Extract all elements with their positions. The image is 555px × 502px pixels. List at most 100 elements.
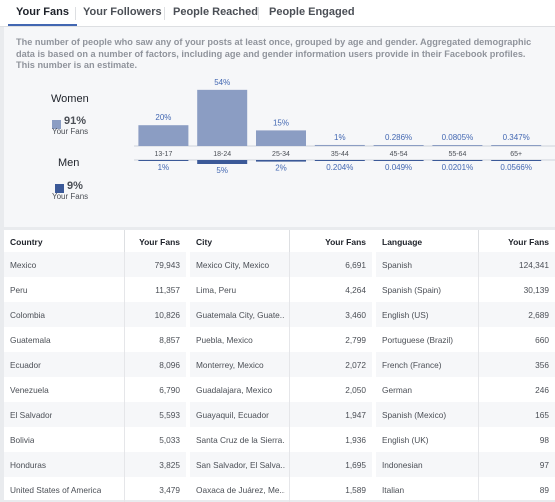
tab-people-engaged[interactable]: People Engaged bbox=[269, 6, 355, 18]
table-row: Guatemala 8,857 bbox=[4, 327, 186, 352]
row-fans-count: 2,799 bbox=[345, 335, 366, 345]
table-row: United States of America 3,479 bbox=[4, 477, 186, 502]
city-table: City Your Fans Mexico City, Mexico 6,691 L… bbox=[190, 230, 372, 502]
men-legend-swatch bbox=[55, 184, 64, 193]
row-fans-count: 6,691 bbox=[345, 260, 366, 270]
column-divider bbox=[478, 252, 479, 277]
row-name: Venezuela bbox=[10, 385, 49, 395]
table-row: Monterrey, Mexico 2,072 bbox=[190, 352, 372, 377]
row-fans-count: 8,096 bbox=[159, 360, 180, 370]
fans-header[interactable]: Your Fans bbox=[139, 237, 180, 247]
column-divider bbox=[478, 452, 479, 477]
row-fans-count: 124,341 bbox=[519, 260, 549, 270]
row-fans-count: 165 bbox=[535, 410, 549, 420]
tab-your-followers[interactable]: Your Followers bbox=[83, 6, 162, 18]
row-name: Mexico bbox=[10, 260, 37, 270]
row-fans-count: 10,826 bbox=[154, 310, 180, 320]
column-divider bbox=[124, 252, 125, 277]
column-divider bbox=[478, 277, 479, 302]
tab-your-fans[interactable]: Your Fans bbox=[8, 0, 77, 26]
fans-header[interactable]: Your Fans bbox=[325, 237, 366, 247]
description-text: The number of people who saw any of your… bbox=[16, 37, 532, 70]
table-row: Portuguese (Brazil) 660 bbox=[376, 327, 555, 352]
language-table: Language Your Fans Spanish 124,341 Spanish… bbox=[376, 230, 555, 502]
tab-bar: Your Fans Your Followers People Reached … bbox=[0, 0, 555, 27]
column-divider bbox=[478, 427, 479, 452]
city-header[interactable]: City bbox=[196, 237, 213, 247]
row-name: Lima, Peru bbox=[196, 285, 237, 295]
women-bar bbox=[197, 89, 248, 146]
age-tick-label: 13-17 bbox=[154, 151, 172, 158]
row-name: Bolivia bbox=[10, 435, 35, 445]
women-bar bbox=[256, 130, 306, 146]
row-name: Mexico City, Mexico bbox=[196, 260, 270, 270]
row-name: Spanish bbox=[382, 260, 412, 270]
column-divider bbox=[124, 327, 125, 352]
men-value-label: 0.204% bbox=[326, 163, 353, 172]
tab-divider bbox=[75, 7, 76, 20]
row-name: Peru bbox=[10, 285, 28, 295]
row-name: Oaxaca de Juárez, Me... bbox=[196, 485, 285, 495]
column-divider bbox=[289, 477, 290, 502]
table-header: Country Your Fans bbox=[4, 230, 186, 253]
row-name: Spanish (Spain) bbox=[382, 285, 442, 295]
table-row: French (France) 356 bbox=[376, 352, 555, 377]
table-row: Honduras 3,825 bbox=[4, 452, 186, 477]
men-value-label: 0.0201% bbox=[442, 163, 474, 172]
column-divider bbox=[478, 477, 479, 502]
women-your-fans-label: Your Fans bbox=[52, 127, 89, 136]
row-name: Guayaquil, Ecuador bbox=[196, 410, 269, 420]
row-fans-count: 30,139 bbox=[523, 285, 549, 295]
column-divider bbox=[478, 327, 479, 352]
row-fans-count: 8,857 bbox=[159, 335, 180, 345]
country-header[interactable]: Country bbox=[10, 237, 43, 247]
men-bar bbox=[432, 160, 483, 161]
row-fans-count: 6,790 bbox=[159, 385, 180, 395]
column-divider bbox=[478, 230, 479, 252]
row-fans-count: 2,050 bbox=[345, 385, 366, 395]
column-divider bbox=[124, 230, 125, 252]
men-your-fans-label: Your Fans bbox=[52, 192, 89, 201]
row-fans-count: 1,589 bbox=[345, 485, 366, 495]
row-fans-count: 2,072 bbox=[345, 360, 366, 370]
column-divider bbox=[289, 402, 290, 427]
table-row: English (UK) 98 bbox=[376, 427, 555, 452]
women-value-label: 0.0805% bbox=[442, 133, 474, 142]
men-value-label: 0.0566% bbox=[500, 163, 532, 172]
women-bar bbox=[491, 145, 542, 146]
row-fans-count: 3,460 bbox=[345, 310, 366, 320]
women-value-label: 20% bbox=[155, 113, 171, 122]
fans-header[interactable]: Your Fans bbox=[508, 237, 549, 247]
row-fans-count: 5,033 bbox=[159, 435, 180, 445]
women-bar bbox=[432, 145, 483, 146]
column-divider bbox=[124, 477, 125, 502]
column-divider bbox=[289, 452, 290, 477]
age-tick-label: 35-44 bbox=[331, 151, 349, 158]
men-label: Men bbox=[58, 157, 80, 169]
table-row: El Salvador 5,593 bbox=[4, 402, 186, 427]
table-row: Spanish 124,341 bbox=[376, 252, 555, 277]
column-divider bbox=[289, 230, 290, 252]
table-row: San Salvador, El Salva... 1,695 bbox=[190, 452, 372, 477]
women-bar bbox=[138, 125, 189, 146]
row-fans-count: 660 bbox=[535, 335, 549, 345]
age-gender-chart: 20% 13-17 1% 54% 18-24 5% 15% 25-34 2% 1% 35-44 0.2… bbox=[134, 78, 555, 175]
row-name: Indonesian bbox=[382, 460, 423, 470]
table-row: Peru 11,357 bbox=[4, 277, 186, 302]
women-value-label: 0.347% bbox=[503, 133, 530, 142]
row-name: Monterrey, Mexico bbox=[196, 360, 264, 370]
table-row: Santa Cruz de la Sierra... 1,936 bbox=[190, 427, 372, 452]
column-divider bbox=[289, 302, 290, 327]
table-row: Venezuela 6,790 bbox=[4, 377, 186, 402]
row-name: Guatemala bbox=[10, 335, 51, 345]
tab-people-reached[interactable]: People Reached bbox=[173, 6, 258, 18]
tab-divider bbox=[164, 7, 165, 20]
row-name: Portuguese (Brazil) bbox=[382, 335, 454, 345]
table-row: Guayaquil, Ecuador 1,947 bbox=[190, 402, 372, 427]
language-header[interactable]: Language bbox=[382, 237, 423, 247]
women-legend-swatch bbox=[52, 120, 61, 129]
row-name: Guadalajara, Mexico bbox=[196, 385, 273, 395]
table-row: Oaxaca de Juárez, Me... 1,589 bbox=[190, 477, 372, 502]
row-fans-count: 11,357 bbox=[155, 285, 180, 295]
table-row: Italian 89 bbox=[376, 477, 555, 502]
